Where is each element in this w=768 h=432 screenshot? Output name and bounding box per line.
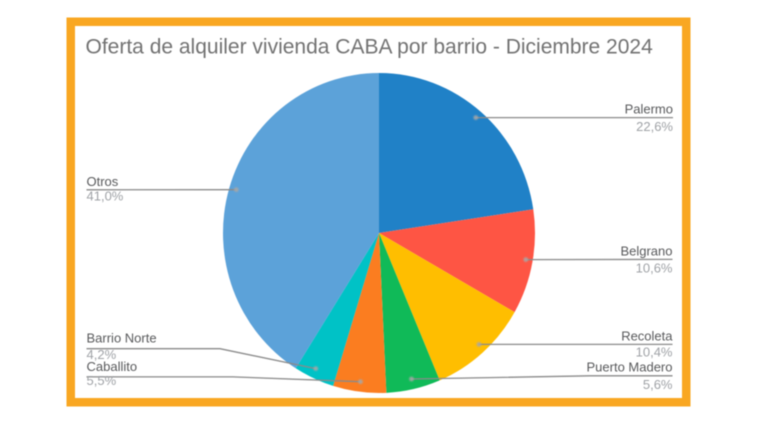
svg-text:22,6%: 22,6%	[636, 119, 673, 134]
svg-text:Otros: Otros	[87, 174, 119, 189]
svg-text:10,4%: 10,4%	[636, 344, 673, 359]
svg-text:Puerto Madero: Puerto Madero	[587, 360, 673, 375]
svg-text:10,6%: 10,6%	[636, 261, 673, 276]
svg-text:Oferta de alquiler vivienda CA: Oferta de alquiler vivienda CABA por bar…	[86, 35, 654, 58]
svg-text:5,6%: 5,6%	[643, 377, 673, 392]
svg-text:5,5%: 5,5%	[87, 373, 117, 388]
svg-text:Palermo: Palermo	[625, 102, 673, 117]
svg-text:41,0%: 41,0%	[87, 188, 124, 203]
svg-text:Caballito: Caballito	[87, 359, 138, 374]
svg-text:Recoleta: Recoleta	[621, 329, 673, 344]
svg-text:4,2%: 4,2%	[87, 347, 117, 362]
svg-text:Belgrano: Belgrano	[620, 244, 672, 259]
svg-text:Barrio Norte: Barrio Norte	[87, 331, 157, 346]
